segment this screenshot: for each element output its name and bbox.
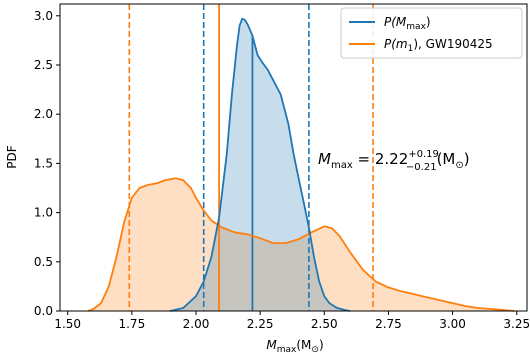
y-axis-ticks: 0.0 0.5 1.0 1.5 2.0 2.5 3.0 xyxy=(34,9,60,318)
y-tick-label: 2.0 xyxy=(34,107,53,121)
mmax-annotation: Mmax = 2.22+0.19 −0.21(M⊙) xyxy=(318,149,470,173)
legend: P(Mmax) P(m1), GW190425 xyxy=(340,7,523,59)
y-tick-label: 1.0 xyxy=(34,206,53,220)
y-tick-label: 0.0 xyxy=(34,304,53,318)
x-tick-label: 2.50 xyxy=(311,317,338,331)
legend-label-mmax: P(Mmax) xyxy=(384,15,431,32)
legend-box xyxy=(340,7,523,59)
legend-label-m1: P(m1), GW190425 xyxy=(384,37,493,54)
curve-m1 xyxy=(87,177,515,312)
x-axis-label-sun: ⊙ xyxy=(311,345,319,355)
density-curves xyxy=(87,17,515,312)
area-m1 xyxy=(88,178,515,311)
credible-interval-lines xyxy=(128,4,374,311)
y-tick-label: 1.5 xyxy=(34,156,53,170)
y-axis-label: PDF xyxy=(5,145,19,168)
x-axis-label: Mmax(M⊙) xyxy=(266,338,323,355)
x-tick-label: 2.75 xyxy=(375,317,402,331)
x-tick-label: 1.50 xyxy=(54,317,81,331)
x-axis-ticks: 1.50 1.75 2.00 2.25 2.50 2.75 3.00 3.25 xyxy=(54,311,530,331)
x-tick-label: 3.25 xyxy=(503,317,530,331)
plot-frame xyxy=(59,3,528,312)
x-tick-label: 3.00 xyxy=(439,317,466,331)
x-axis-label-var: M xyxy=(266,338,277,352)
curve-mmax xyxy=(170,17,351,312)
x-axis-label-paren: (M xyxy=(296,338,311,352)
y-tick-label: 2.5 xyxy=(34,58,53,72)
x-tick-label: 2.25 xyxy=(247,317,274,331)
x-tick-label: 1.75 xyxy=(118,317,145,331)
y-tick-label: 0.5 xyxy=(34,255,53,269)
x-axis-label-close: ) xyxy=(319,338,324,352)
x-tick-label: 2.00 xyxy=(183,317,210,331)
y-tick-label: 3.0 xyxy=(34,9,53,23)
x-axis-label-sub: max xyxy=(277,345,297,355)
